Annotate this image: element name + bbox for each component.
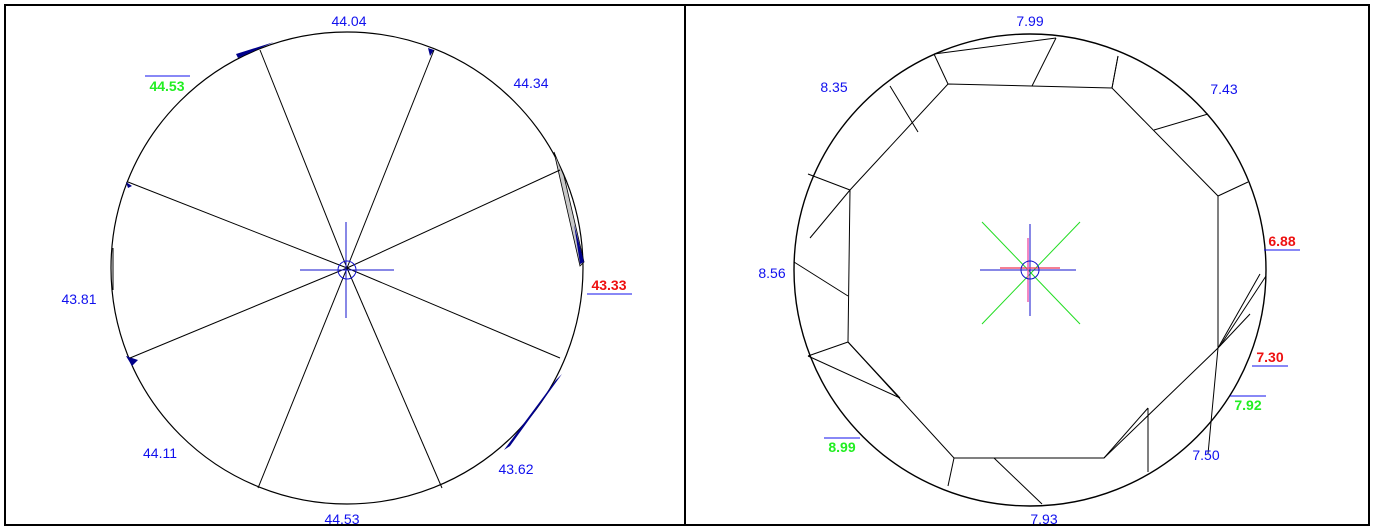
label-top: 7.99 xyxy=(1016,13,1043,29)
label-right-upper-min: 6.88 xyxy=(1268,233,1295,249)
label-bottom-right: 43.62 xyxy=(498,461,533,477)
label-bottom: 44.53 xyxy=(324,511,359,527)
label-bottom-left-max: 8.99 xyxy=(828,439,855,455)
label-left: 8.56 xyxy=(758,265,785,281)
label-bottom-left: 44.11 xyxy=(143,445,177,461)
left-panel: 44.04 44.53 44.34 43.33 43.81 44.11 43.6… xyxy=(4,4,686,526)
spokes xyxy=(128,50,560,488)
label-right-bottom-max: 7.92 xyxy=(1234,397,1261,413)
label-right-min: 43.33 xyxy=(591,277,626,293)
crown-height-diagram: 7.99 8.35 7.43 6.88 8.56 7.30 7.92 7.50 … xyxy=(686,6,1372,528)
label-right-lower-min: 7.30 xyxy=(1256,349,1283,365)
label-bottom-right: 7.50 xyxy=(1192,447,1219,463)
edge-fill xyxy=(236,42,274,58)
label-top-left-max: 44.53 xyxy=(149,78,184,94)
center-crosshair xyxy=(300,222,394,318)
label-top-left: 8.35 xyxy=(820,79,847,95)
label-top-right: 44.34 xyxy=(513,75,548,91)
label-left: 43.81 xyxy=(61,291,96,307)
pavilion-angle-diagram: 44.04 44.53 44.34 43.33 43.81 44.11 43.6… xyxy=(6,6,688,528)
center-crosshair xyxy=(980,222,1080,324)
right-panel: 7.99 8.35 7.43 6.88 8.56 7.30 7.92 7.50 … xyxy=(684,4,1370,526)
label-top-right: 7.43 xyxy=(1210,81,1237,97)
label-top: 44.04 xyxy=(331,13,366,29)
label-bottom: 7.93 xyxy=(1030,511,1057,527)
edge-fill xyxy=(504,374,562,450)
